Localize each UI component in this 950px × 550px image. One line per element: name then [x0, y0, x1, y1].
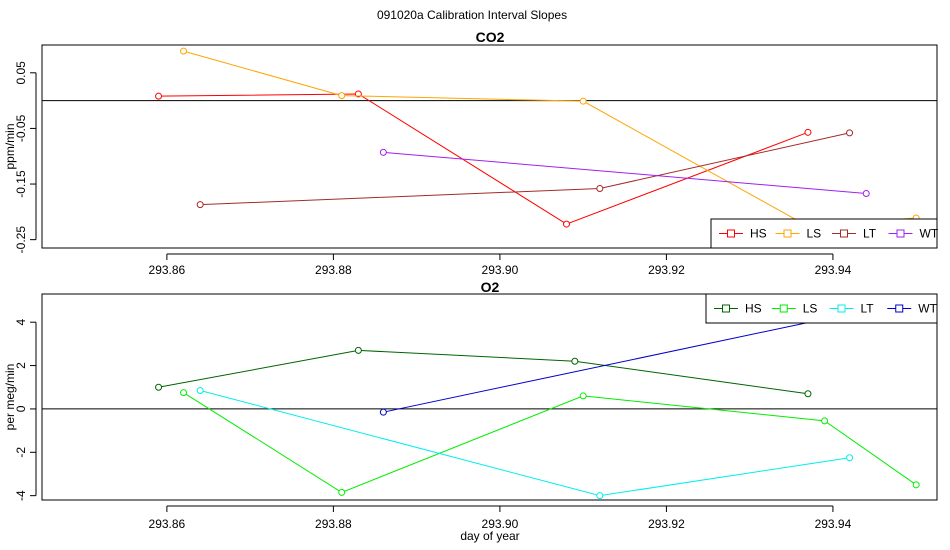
o2-y-axis: 4 2 0 -2 -4 — [14, 319, 37, 501]
co2-point-lt — [196, 201, 204, 209]
o2-series-line-hs — [158, 349, 809, 395]
o2-point-hs — [804, 390, 812, 398]
o2-legend: HS LS LT WT — [705, 293, 938, 324]
o2-legend-item-hs: HS — [714, 302, 762, 316]
o2-point-wt — [379, 408, 387, 416]
co2-legend-symbol-ls — [783, 229, 792, 238]
o2-point-ls — [579, 392, 587, 400]
co2-y-axis-label: ppm/min — [3, 123, 17, 169]
co2-point-lt — [846, 129, 854, 137]
o2-point-lt — [196, 386, 204, 394]
co2-y-tick-label: 0.05 — [14, 61, 28, 85]
panel-title-o2: O2 — [481, 279, 500, 295]
o2-series-group — [155, 306, 920, 500]
co2-series-line-wt — [383, 151, 867, 194]
o2-x-tick-label: 293.92 — [648, 517, 685, 531]
o2-y-tick-label: -4 — [14, 490, 28, 501]
o2-legend-item-wt: WT — [887, 302, 938, 316]
co2-series-line-hs — [158, 93, 809, 225]
panel-title-co2: CO2 — [476, 29, 505, 45]
co2-series-line-lt — [200, 132, 850, 206]
o2-point-lt — [846, 454, 854, 462]
co2-series-line-ls — [183, 50, 917, 227]
o2-plot-frame — [41, 293, 938, 501]
co2-point-ls — [579, 97, 587, 105]
co2-legend-item-hs: HS — [719, 227, 767, 241]
o2-legend-item-lt: LT — [829, 302, 875, 316]
o2-legend-symbol-wt — [895, 304, 904, 313]
co2-legend-symbol-hs — [727, 229, 735, 238]
o2-point-ls — [338, 488, 346, 496]
o2-y-tick-label: 0 — [14, 405, 28, 412]
co2-legend-item-ls: LS — [775, 227, 822, 241]
x-axis-label: day of year — [460, 529, 519, 543]
o2-point-hs — [571, 357, 579, 365]
co2-series-group — [155, 47, 920, 230]
o2-y-tick-label: 2 — [14, 362, 28, 369]
o2-legend-label-ls: LS — [803, 302, 818, 316]
o2-point-hs — [155, 383, 163, 391]
o2-legend-symbol-ls — [779, 304, 788, 313]
co2-legend-label-ls: LS — [807, 227, 822, 241]
o2-series-line-wt — [383, 309, 867, 413]
co2-legend-item-wt: WT — [888, 227, 939, 241]
co2-legend-item-lt: LT — [832, 227, 877, 241]
o2-legend-label-lt: LT — [861, 302, 875, 316]
co2-legend-label-wt: WT — [920, 227, 939, 241]
co2-point-ls — [338, 92, 346, 100]
o2-point-hs — [354, 346, 362, 354]
o2-y-axis-label: per meg/min — [3, 364, 17, 431]
co2-legend-symbol-wt — [896, 229, 905, 238]
o2-series-line-ls — [183, 392, 917, 493]
o2-legend-item-ls: LS — [771, 302, 818, 316]
co2-legend-label-hs: HS — [750, 227, 767, 241]
o2-y-tick-label: 4 — [14, 319, 28, 326]
co2-point-wt — [862, 189, 870, 197]
o2-x-tick-label: 293.86 — [149, 517, 186, 531]
o2-series-line-lt — [200, 390, 850, 497]
co2-plot-frame — [41, 44, 938, 249]
co2-x-axis: 293.86 293.88 293.90 293.92 293.94 — [149, 253, 852, 277]
co2-x-tick-label: 293.88 — [315, 263, 352, 277]
co2-legend-symbol-lt — [840, 229, 848, 238]
o2-point-ls — [912, 481, 920, 489]
o2-legend-label-hs: HS — [745, 302, 762, 316]
co2-x-tick-label: 293.90 — [482, 263, 519, 277]
o2-point-lt — [596, 492, 604, 500]
co2-x-tick-label: 293.94 — [815, 263, 852, 277]
o2-panel: 293.86 293.88 293.90 293.92 293.94 4 2 0 -2 -4 per… — [3, 293, 938, 531]
co2-y-tick-label: -0.05 — [14, 114, 28, 142]
o2-legend-symbol-hs — [722, 304, 730, 313]
o2-point-ls — [821, 417, 829, 425]
co2-point-lt — [596, 184, 604, 192]
co2-point-ls — [180, 47, 188, 55]
figure-title: 091020a Calibration Interval Slopes — [377, 8, 567, 22]
co2-y-tick-label: -0.15 — [14, 170, 28, 198]
co2-y-axis: 0.05 -0.05 -0.15 -0.25 — [14, 61, 37, 254]
o2-x-axis: 293.86 293.88 293.90 293.92 293.94 — [149, 505, 852, 531]
co2-x-tick-label: 293.86 — [149, 263, 186, 277]
co2-legend: HS LS LT WT — [710, 218, 939, 249]
o2-y-tick-label: -2 — [14, 447, 28, 458]
co2-point-hs — [155, 92, 163, 100]
co2-y-tick-label: -0.25 — [14, 226, 28, 254]
o2-x-tick-label: 293.94 — [815, 517, 852, 531]
co2-x-tick-label: 293.92 — [648, 263, 685, 277]
o2-x-tick-label: 293.88 — [315, 517, 352, 531]
co2-point-hs — [563, 220, 571, 228]
co2-point-wt — [379, 148, 387, 156]
co2-legend-label-lt: LT — [863, 227, 877, 241]
o2-legend-label-wt: WT — [918, 302, 937, 316]
o2-legend-symbol-lt — [837, 304, 846, 313]
co2-panel: 293.86 293.88 293.90 293.92 293.94 0.05 -0.05 -… — [3, 44, 939, 277]
co2-point-hs — [354, 90, 362, 98]
co2-point-hs — [804, 128, 812, 136]
o2-point-ls — [180, 389, 188, 397]
o2-x-tick-label: 293.90 — [482, 517, 519, 531]
